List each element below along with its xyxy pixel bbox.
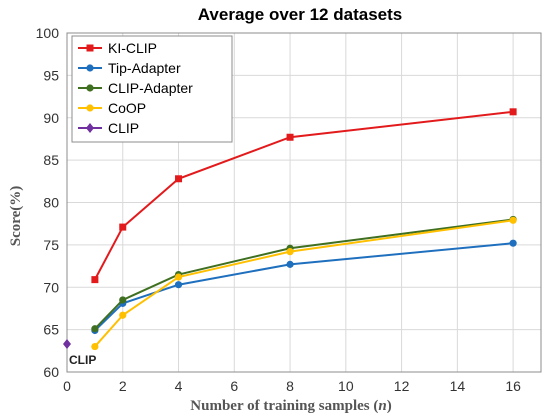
y-tick-60: 60	[43, 364, 59, 380]
x-tick-8: 8	[286, 378, 294, 394]
point-coop-8	[286, 248, 294, 256]
x-tick-12: 12	[394, 378, 410, 394]
point-ki-clip-16	[509, 108, 517, 116]
point-coop-2	[119, 311, 127, 319]
point-tip-adapter-8	[286, 260, 294, 268]
point-tip-adapter-4	[174, 281, 183, 289]
point-ki-clip-2	[119, 223, 127, 231]
x-tick-10: 10	[338, 378, 354, 394]
point-coop-1	[91, 342, 99, 351]
point-clip-adapter-1	[91, 325, 99, 333]
series-clip-adapter	[91, 215, 517, 333]
point-ki-clip-4	[175, 175, 183, 183]
point-clip-0	[63, 339, 71, 350]
legend-item-clip-adapter: CLIP-Adapter	[78, 80, 193, 96]
legend-marker-clip-adapter	[86, 84, 94, 92]
legend-label-coop: CoOP	[108, 100, 146, 116]
plot-frame	[66, 32, 542, 373]
legend-marker-clip	[86, 123, 94, 133]
x-axis-label-part-3: )	[387, 398, 392, 414]
y-tick-95: 95	[43, 67, 59, 83]
legend-item-ki-clip: KI-CLIP	[78, 40, 157, 56]
chart-title: Average over 12 datasets	[198, 5, 402, 24]
y-tick-75: 75	[43, 237, 59, 253]
x-tick-6: 6	[230, 378, 238, 394]
series-line-clip-adapter	[94, 218, 514, 330]
legend-label-clip-adapter: CLIP-Adapter	[108, 80, 193, 96]
y-tick-85: 85	[43, 152, 59, 168]
legend-label-tip-adapter: Tip-Adapter	[108, 60, 181, 76]
x-tick-16: 16	[505, 378, 521, 394]
legend: KI-CLIP Tip-Adapter CLIP-Adapter CoOP CLIP	[71, 35, 233, 143]
series-coop	[91, 216, 517, 351]
point-ki-clip-8	[286, 133, 294, 141]
legend-marker-coop	[86, 104, 94, 112]
x-tick-0: 0	[63, 378, 71, 394]
point-tip-adapter-16	[509, 239, 517, 247]
legend-label-ki-clip: KI-CLIP	[108, 40, 157, 56]
y-axis-ticks: 60 65 70 75 80 85 90 95 100	[36, 25, 60, 380]
legend-item-tip-adapter: Tip-Adapter	[78, 60, 181, 76]
x-axis-label-variable: n	[378, 398, 386, 414]
legend-item-coop: CoOP	[78, 100, 146, 116]
x-tick-4: 4	[175, 378, 183, 394]
y-tick-80: 80	[43, 195, 59, 211]
y-tick-100: 100	[36, 25, 60, 41]
annotation-clip: CLIP	[69, 353, 96, 367]
legend-item-clip: CLIP	[78, 120, 139, 136]
point-ki-clip-1	[91, 276, 99, 284]
y-tick-65: 65	[43, 322, 59, 338]
y-tick-70: 70	[43, 279, 59, 295]
point-coop-4	[174, 273, 183, 281]
x-axis-label-part-1: Number of training samples (	[190, 398, 378, 414]
x-tick-14: 14	[450, 378, 466, 394]
x-axis-ticks: 0 2 4 6 8 10 12 14 16	[63, 378, 521, 394]
legend-label-clip: CLIP	[108, 120, 139, 136]
series-ki-clip	[91, 108, 517, 284]
point-coop-16	[509, 216, 517, 224]
x-tick-2: 2	[119, 378, 127, 394]
point-clip-adapter-2	[119, 296, 127, 304]
series-clip	[63, 339, 71, 350]
annotation-layer: CLIP	[69, 353, 96, 367]
legend-marker-tip-adapter	[86, 64, 94, 72]
x-axis-label: Number of training samples (n)	[190, 398, 391, 414]
y-axis-label: Score(%)	[8, 186, 24, 247]
series-layer	[63, 108, 517, 351]
y-tick-90: 90	[43, 110, 59, 126]
legend-marker-ki-clip	[86, 44, 94, 52]
